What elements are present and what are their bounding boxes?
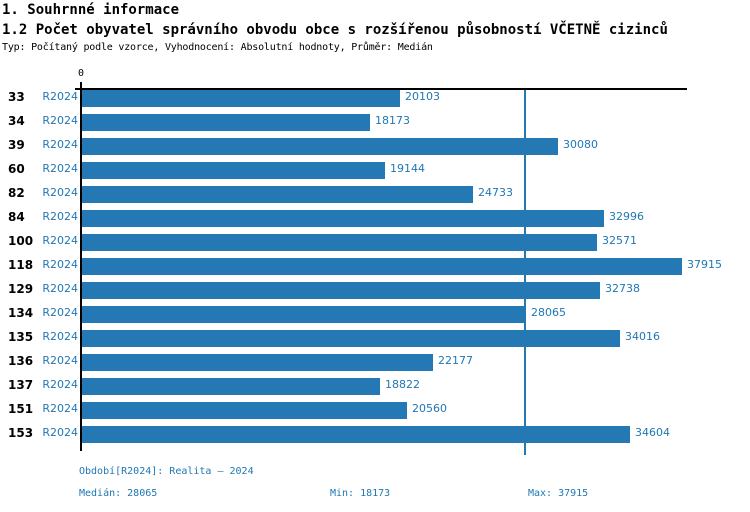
row-series-label: R2024 [42,162,78,175]
row-series-label: R2024 [42,426,78,439]
bar [82,354,433,371]
bar [82,186,473,203]
chart-row: 39 R2024 30080 [0,138,750,155]
bar [82,234,597,251]
bar [82,282,600,299]
row-category-label: 100 [8,234,34,248]
row-series-label: R2024 [42,282,78,295]
bar [82,258,682,275]
footer-max-stat: Max: 37915 [528,488,589,499]
bar-value-label: 34016 [625,330,660,343]
bar-value-label: 20103 [405,90,440,103]
bar-value-label: 19144 [390,162,425,175]
row-category-label: 82 [8,186,25,200]
bar-value-label: 24733 [478,186,513,199]
footer-min-stat: Min: 18173 [330,488,391,499]
row-series-label: R2024 [42,306,78,319]
chart-row: 137 R2024 18822 [0,378,750,395]
row-category-label: 39 [8,138,25,152]
bar-value-label: 32996 [609,210,644,223]
y-axis-line [80,88,82,451]
bar [82,378,380,395]
x-axis-zero-tick-label: 0 [77,68,85,79]
bar [82,210,604,227]
footer-period-label: Období[R2024]: Realita – 2024 [79,466,254,477]
footer-median-stat: Medián: 28065 [79,488,158,499]
bar [82,306,526,323]
chart-row: 84 R2024 32996 [0,210,750,227]
row-series-label: R2024 [42,258,78,271]
row-category-label: 34 [8,114,25,128]
chart-row: 134 R2024 28065 [0,306,750,323]
chart-row: 34 R2024 18173 [0,114,750,131]
bar [82,330,620,347]
bar-value-label: 37915 [687,258,722,271]
row-category-label: 136 [8,354,34,368]
row-category-label: 129 [8,282,34,296]
chart-title: 1.2 Počet obyvatel správního obvodu obce… [2,22,668,38]
bar-value-label: 30080 [563,138,598,151]
row-series-label: R2024 [42,354,78,367]
chart-row: 100 R2024 32571 [0,234,750,251]
chart-row: 151 R2024 20560 [0,402,750,419]
row-category-label: 60 [8,162,25,176]
chart-row: 33 R2024 20103 [0,90,750,107]
x-axis-line [75,88,687,90]
row-category-label: 33 [8,90,25,104]
row-series-label: R2024 [42,186,78,199]
row-series-label: R2024 [42,402,78,415]
chart-subtitle: Typ: Počítaný podle vzorce, Vyhodnocení:… [2,42,433,53]
bar-value-label: 32571 [602,234,637,247]
bar-value-label: 18173 [375,114,410,127]
bar [82,90,400,107]
bar-value-label: 34604 [635,426,670,439]
row-category-label: 118 [8,258,34,272]
row-series-label: R2024 [42,90,78,103]
row-category-label: 135 [8,330,34,344]
row-series-label: R2024 [42,234,78,247]
row-category-label: 153 [8,426,34,440]
chart-row: 82 R2024 24733 [0,186,750,203]
row-category-label: 137 [8,378,34,392]
row-series-label: R2024 [42,114,78,127]
bar-value-label: 28065 [531,306,566,319]
chart-row: 60 R2024 19144 [0,162,750,179]
chart-row: 129 R2024 32738 [0,282,750,299]
row-series-label: R2024 [42,330,78,343]
chart-row: 118 R2024 37915 [0,258,750,275]
bar [82,162,385,179]
chart-row: 153 R2024 34604 [0,426,750,443]
bar [82,402,407,419]
report-section-title: 1. Souhrnné informace [2,2,180,18]
row-category-label: 134 [8,306,34,320]
bar [82,138,558,155]
chart-row: 135 R2024 34016 [0,330,750,347]
bar [82,114,370,131]
bar-value-label: 32738 [605,282,640,295]
row-category-label: 151 [8,402,34,416]
bar-value-label: 18822 [385,378,420,391]
bar-value-label: 20560 [412,402,447,415]
row-series-label: R2024 [42,378,78,391]
bar-value-label: 22177 [438,354,473,367]
bar [82,426,630,443]
chart-row: 136 R2024 22177 [0,354,750,371]
row-series-label: R2024 [42,210,78,223]
row-series-label: R2024 [42,138,78,151]
row-category-label: 84 [8,210,25,224]
